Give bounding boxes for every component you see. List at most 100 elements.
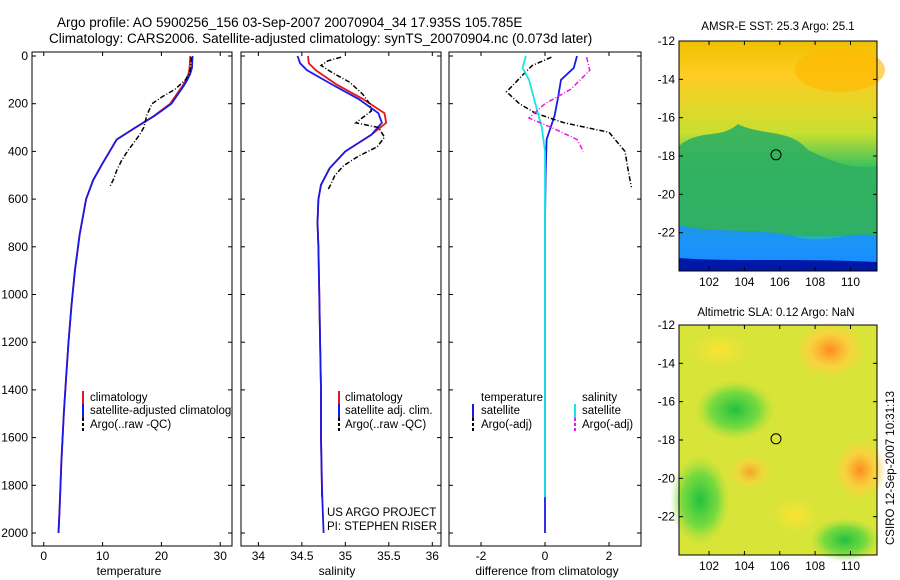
salinity-x-ticks: 34 34.5 35 35.5 36 bbox=[252, 52, 440, 563]
map-x-tick-label: 108 bbox=[805, 275, 825, 289]
salinity-y-ticks bbox=[241, 55, 441, 534]
legend-header-salinity: salinity bbox=[582, 392, 617, 404]
y-tick-label: 1600 bbox=[1, 431, 28, 445]
map-y-tick-label: -16 bbox=[658, 395, 676, 409]
figure-title-line2: Climatology: CARS2006. Satellite-adjuste… bbox=[49, 31, 592, 46]
y-tick-label: 600 bbox=[8, 192, 28, 206]
map-x-tick-label: 104 bbox=[734, 559, 754, 573]
map-x-tick-label: 102 bbox=[699, 559, 719, 573]
x-tick-label: 34.5 bbox=[290, 549, 314, 563]
difference-x-ticks: -2 0 2 bbox=[476, 52, 613, 563]
map-x-tick-label: 104 bbox=[734, 275, 754, 289]
x-tick-label: 36 bbox=[426, 549, 440, 563]
sst-coldest-band bbox=[679, 258, 877, 271]
map-y-tick-label: -14 bbox=[658, 356, 676, 370]
map-x-tick-label: 102 bbox=[699, 275, 719, 289]
map-y-tick-label: -12 bbox=[658, 34, 676, 48]
temperature-lines bbox=[57, 55, 194, 534]
legend-label-argo: Argo(..raw -QC) bbox=[345, 419, 426, 431]
sla-heatmap-field bbox=[670, 322, 886, 562]
sla-map-panel: Altimetric SLA: 0.12 Argo: NaN -12 -14 -16… bbox=[658, 307, 886, 573]
salinity-axes-box bbox=[240, 51, 442, 547]
temperature-x-ticks: 0 10 20 30 bbox=[40, 52, 227, 563]
map-y-tick-label: -22 bbox=[658, 226, 676, 240]
sst-map-panel: AMSR-E SST: 25.3 Argo: 25.1 -12 -14 -16 -18… bbox=[658, 21, 885, 289]
map-x-tick-label: 110 bbox=[841, 559, 860, 573]
series-line-salinity-satellite bbox=[521, 55, 546, 498]
map-y-tick-label: -22 bbox=[658, 510, 676, 524]
x-tick-label: 0 bbox=[542, 549, 549, 563]
credit-project: US ARGO PROJECT bbox=[327, 507, 436, 519]
sla-map-title: Altimetric SLA: 0.12 Argo: NaN bbox=[697, 307, 854, 319]
sst-cold-band bbox=[679, 225, 877, 271]
temperature-y-ticks: 0 200 400 600 800 1000 1200 1400 1600 1800 2000 bbox=[1, 49, 232, 540]
sst-cool-band bbox=[679, 124, 877, 236]
legend-label-climatology: climatology bbox=[345, 392, 403, 404]
x-tick-label: 30 bbox=[214, 549, 228, 563]
sla-low-anomaly-w bbox=[695, 380, 775, 440]
legend-label-sal-argo: Argo(-adj) bbox=[582, 419, 633, 431]
map-y-tick-label: -20 bbox=[658, 471, 676, 485]
y-tick-label: 1800 bbox=[1, 478, 28, 492]
legend-label-sal-satellite: satellite bbox=[582, 405, 621, 417]
map-y-tick-label: -14 bbox=[658, 72, 676, 86]
series-line-satellite-adj-clim- bbox=[296, 55, 383, 534]
legend-label-satellite-adj: satellite adj. clim. bbox=[345, 405, 433, 417]
sla-mid-patch-2 bbox=[770, 497, 820, 533]
x-tick-label: 20 bbox=[155, 549, 169, 563]
sla-mid-patch bbox=[690, 332, 750, 368]
map-y-tick-label: -16 bbox=[658, 111, 676, 125]
series-line-argo-raw-qc- bbox=[319, 56, 386, 190]
sst-warm-patch bbox=[795, 48, 885, 92]
map-x-tick-label: 108 bbox=[805, 559, 825, 573]
y-tick-label: 2000 bbox=[1, 526, 28, 540]
difference-xlabel: difference from climatology bbox=[475, 564, 618, 578]
sla-high-anomaly-e bbox=[834, 440, 886, 500]
x-tick-label: 10 bbox=[96, 549, 110, 563]
x-tick-label: 35 bbox=[339, 549, 353, 563]
y-tick-label: 400 bbox=[8, 144, 28, 158]
temperature-panel: 0 200 400 600 800 1000 1200 1400 1600 1800 2000 0 1… bbox=[1, 49, 237, 578]
difference-legend: temperature salinity satellite Argo(-adj… bbox=[472, 392, 633, 432]
legend-label-temp-satellite: satellite bbox=[481, 405, 520, 417]
salinity-lines bbox=[296, 55, 388, 534]
map-x-tick-label: 106 bbox=[770, 559, 790, 573]
salinity-legend: climatology satellite adj. clim. Argo(..… bbox=[338, 391, 433, 432]
x-tick-label: 2 bbox=[606, 549, 613, 563]
y-tick-label: 800 bbox=[8, 240, 28, 254]
x-tick-label: 34 bbox=[252, 549, 266, 563]
figure-title-line1: Argo profile: AO 5900256_156 03-Sep-2007… bbox=[57, 15, 522, 30]
map-y-tick-label: -12 bbox=[658, 318, 676, 332]
y-tick-label: 1000 bbox=[1, 288, 28, 302]
sla-low-anomaly-sw bbox=[670, 455, 730, 545]
difference-panel: -2 0 2 difference from climatology tempera… bbox=[448, 51, 642, 578]
difference-lines bbox=[505, 55, 633, 533]
credit-pi: PI: STEPHEN RISER bbox=[327, 521, 437, 533]
legend-label-argo: Argo(..raw -QC) bbox=[90, 419, 171, 431]
x-tick-label: -2 bbox=[476, 549, 487, 563]
y-tick-label: 1400 bbox=[1, 383, 28, 397]
map-y-tick-label: -20 bbox=[658, 187, 676, 201]
series-line-salinity-argo-adj- bbox=[527, 57, 591, 152]
sst-map-title: AMSR-E SST: 25.3 Argo: 25.1 bbox=[701, 21, 854, 33]
sla-map-ticks: -12 -14 -16 -18 -20 -22 102 104 106 108 110 bbox=[658, 318, 877, 573]
timestamp-stamp: CSIRO 12-Sep-2007 10:31:13 bbox=[885, 391, 897, 545]
legend-label-temp-argo: Argo(-adj) bbox=[481, 419, 532, 431]
sla-low-anomaly-se bbox=[810, 518, 880, 562]
map-y-tick-label: -18 bbox=[658, 433, 676, 447]
sst-map-ticks: -12 -14 -16 -18 -20 -22 102 104 106 108 110 bbox=[658, 34, 877, 289]
map-x-tick-label: 106 bbox=[770, 275, 790, 289]
temperature-legend: climatology satellite-adjusted climatolo… bbox=[82, 391, 237, 432]
salinity-panel: 34 34.5 35 35.5 36 salinity climatology sate… bbox=[240, 51, 442, 578]
series-line-argo-raw-qc- bbox=[108, 57, 193, 188]
legend-label-satellite-adjusted: satellite-adjusted climatology bbox=[90, 405, 237, 417]
salinity-xlabel: salinity bbox=[319, 564, 356, 578]
sst-profile-location-marker bbox=[770, 149, 782, 161]
sla-high-anomaly-ne bbox=[795, 322, 865, 378]
series-line-satellite-adjusted-climatology bbox=[57, 55, 194, 534]
map-x-tick-label: 110 bbox=[841, 275, 860, 289]
sst-heatmap-field bbox=[679, 41, 885, 271]
y-tick-label: 1200 bbox=[1, 335, 28, 349]
legend-header-temperature: temperature bbox=[481, 392, 543, 404]
